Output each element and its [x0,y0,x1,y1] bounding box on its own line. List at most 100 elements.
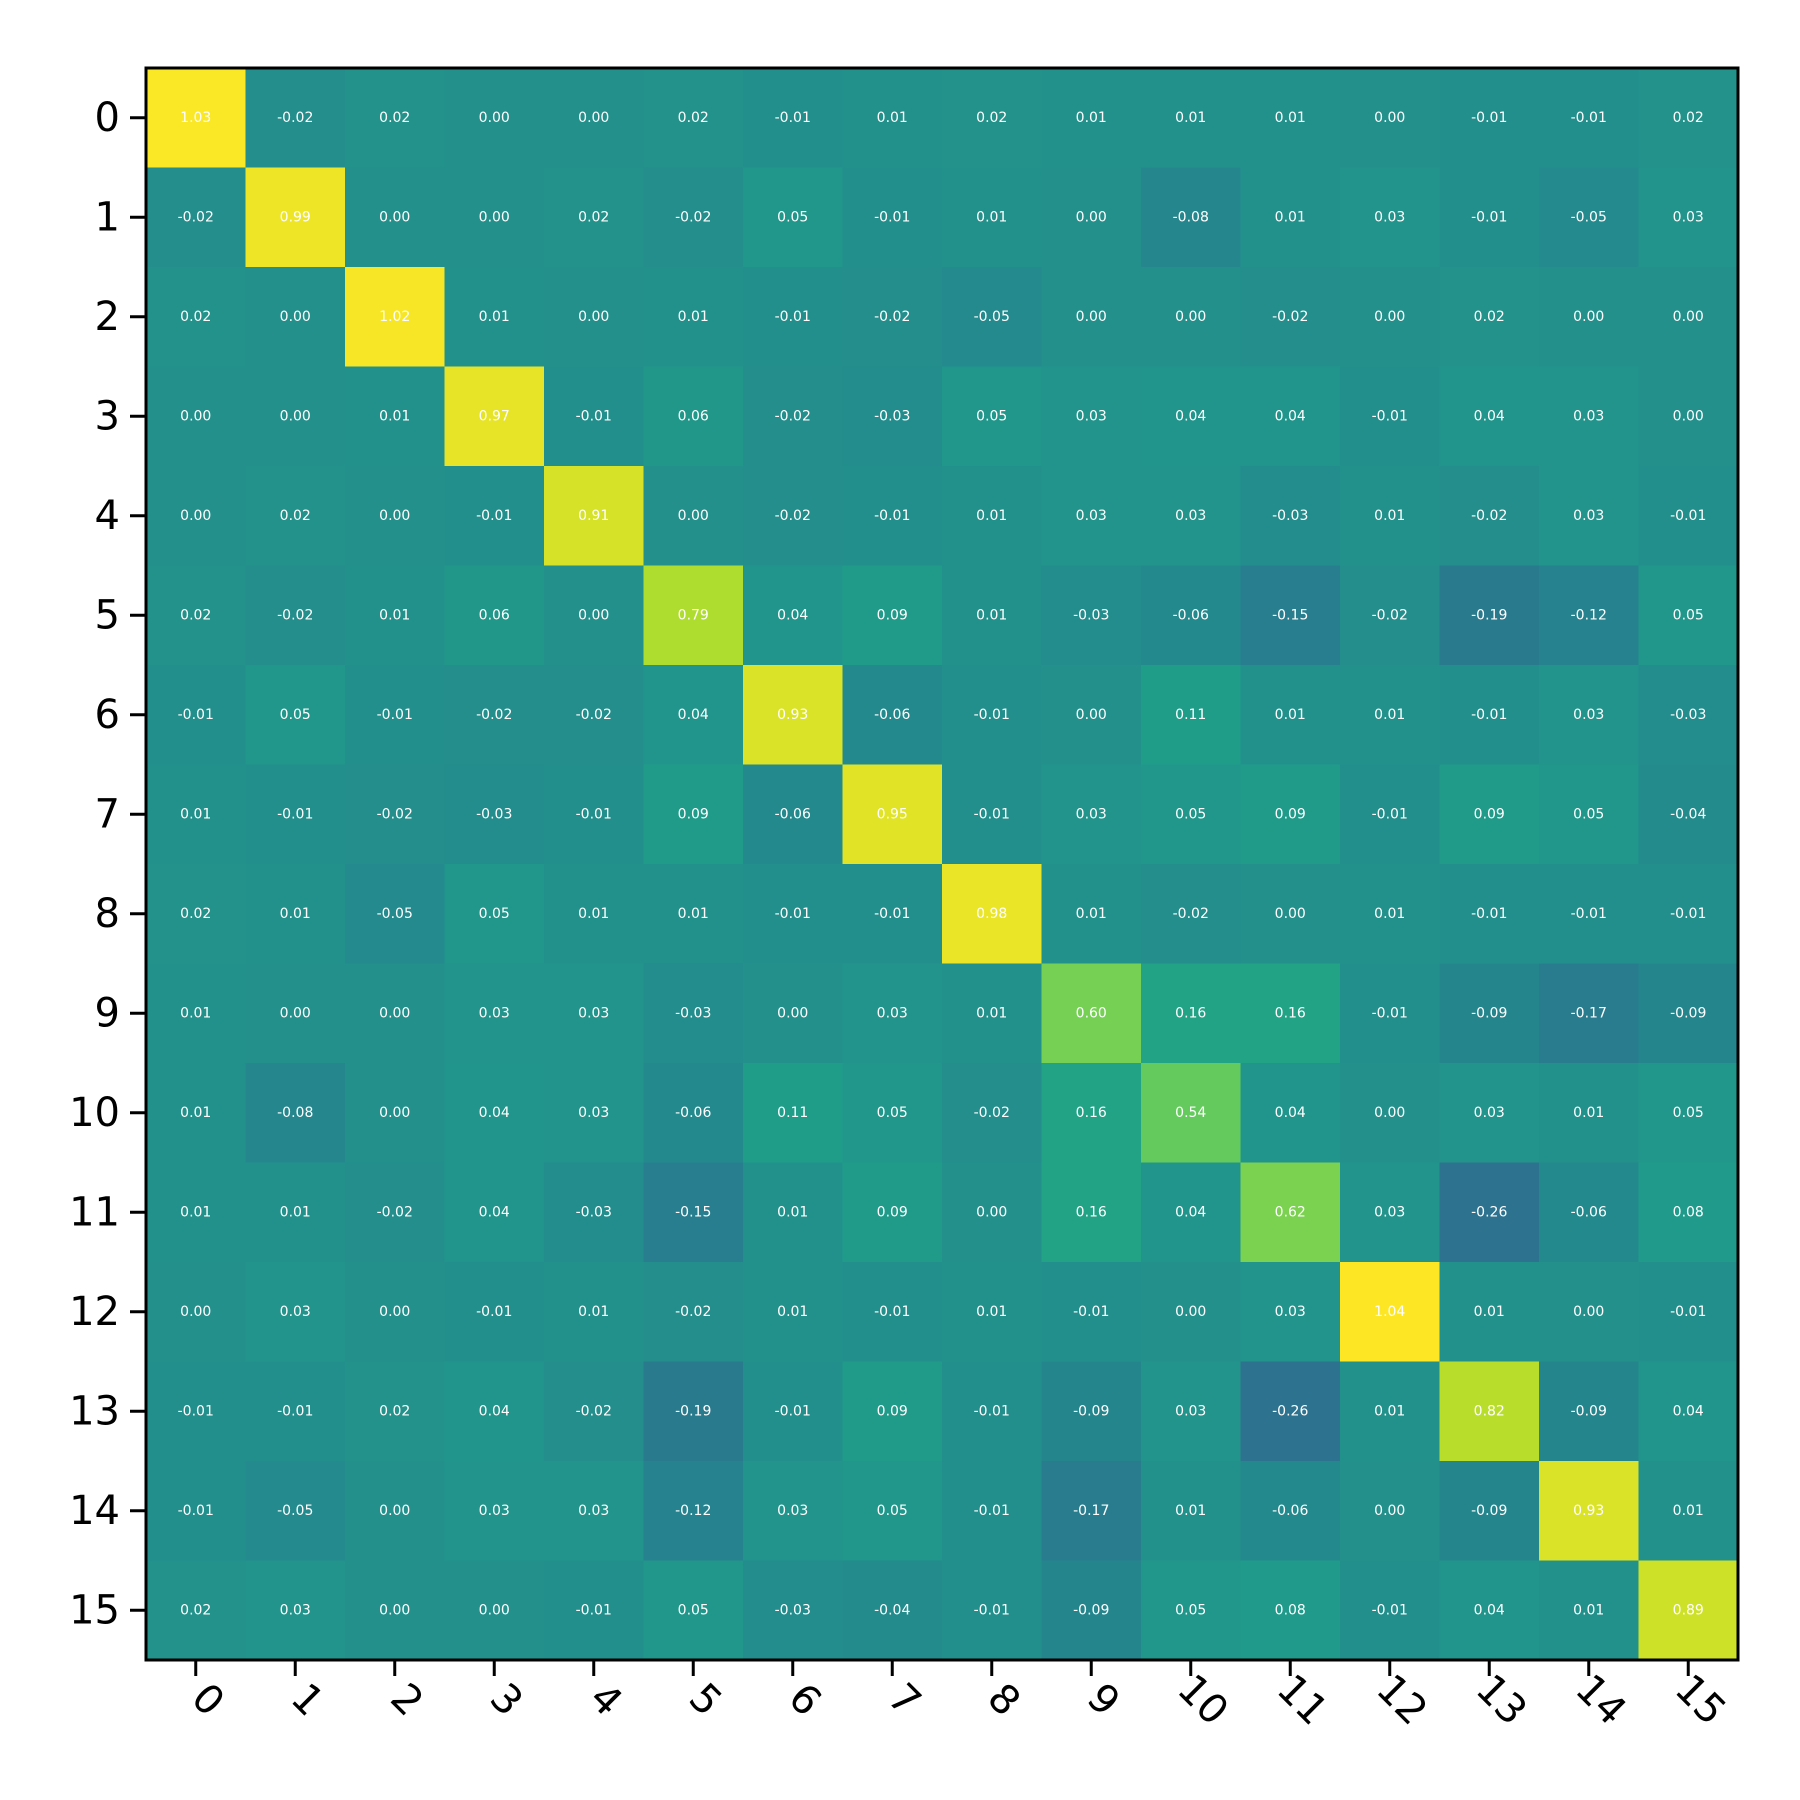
heatmap-cell [245,1262,346,1362]
cell-value-label: -0.02 [974,1105,1010,1121]
heatmap-cell [743,1361,843,1462]
cell-value-label: -0.08 [1173,209,1209,225]
heatmap-cell [444,565,545,666]
cell-value-label: 0.89 [1673,1602,1704,1618]
cell-value-label: -0.09 [1471,1005,1507,1021]
cell-value-label: -0.06 [1173,607,1209,623]
cell-value-label: -0.17 [1571,1005,1607,1021]
heatmap-cell [444,1262,545,1362]
cell-value-label: 0.16 [1175,1005,1206,1021]
heatmap-cell [1539,167,1639,268]
heatmap-cell [1340,1461,1440,1561]
heatmap-cell [1638,1162,1739,1263]
cell-value-label: 0.03 [280,1304,311,1320]
heatmap-cell [1638,466,1739,566]
cell-value-label: 0.08 [1673,1204,1704,1220]
heatmap-cell [643,1063,744,1163]
cell-value-label: 0.00 [1175,1304,1206,1320]
cell-value-label: -0.09 [1073,1403,1109,1419]
cell-value-label: -0.02 [775,508,811,524]
cell-value-label: 0.05 [1573,806,1604,822]
cell-value-label: -0.02 [377,1204,413,1220]
heatmap-cell [1041,1162,1142,1263]
heatmap-cell [1439,1162,1540,1263]
y-tick-label: 5 [95,592,120,638]
cell-value-label: 0.05 [976,408,1007,424]
cell-value-label: 0.00 [1573,309,1604,325]
cell-value-label: 0.00 [479,209,510,225]
cell-value-label: 0.00 [379,508,410,524]
cell-value-label: 0.79 [678,607,709,623]
heatmap-cell [1041,565,1142,666]
heatmap-cell [444,366,545,467]
cell-value-label: -0.03 [1272,508,1308,524]
heatmap-cell [1439,764,1540,865]
cell-value-label: 0.00 [578,607,609,623]
heatmap-cell [1240,1063,1341,1163]
cell-value-label: 0.01 [1076,110,1107,126]
heatmap-cell [146,665,246,765]
cell-value-label: 1.03 [180,110,211,126]
cell-value-label: -0.02 [576,707,612,723]
heatmap-cell [842,1560,943,1661]
cell-value-label: 0.03 [1076,508,1107,524]
cell-value-label: 0.06 [678,408,709,424]
cell-value-label: 1.02 [379,309,410,325]
heatmap-cell [643,1361,744,1462]
heatmap-cell [345,1162,445,1263]
x-tick-label: 3 [481,1675,532,1726]
heatmap-cell [1439,167,1540,268]
cell-value-label: 0.00 [379,1304,410,1320]
heatmap-cell [1141,1063,1241,1163]
heatmap-cell [1041,1461,1142,1561]
heatmap-cell [842,565,943,666]
cell-value-label: -0.09 [1471,1503,1507,1519]
cell-value-label: -0.02 [675,209,711,225]
heatmap-cell [345,665,445,765]
cell-value-label: 0.03 [280,1602,311,1618]
cell-value-label: 0.03 [1573,707,1604,723]
cell-value-label: 0.05 [877,1105,908,1121]
cell-value-label: 0.02 [976,110,1007,126]
cell-value-label: 0.01 [180,1204,211,1220]
cell-value-label: 0.05 [1175,806,1206,822]
heatmap-cell [1539,864,1639,964]
cell-value-label: -0.05 [377,906,413,922]
heatmap-cell [1141,1461,1241,1561]
heatmap-cell [842,366,943,467]
heatmap-cell [1539,1361,1639,1462]
heatmap-cell [444,167,545,268]
cell-value-label: 0.00 [1076,309,1107,325]
cell-value-label: 0.01 [976,1005,1007,1021]
heatmap-cell [146,1361,246,1462]
heatmap-cell [1638,1361,1739,1462]
heatmap-cell [942,366,1042,467]
cell-value-label: 0.95 [877,806,908,822]
cell-value-label: -0.02 [277,607,313,623]
heatmap-cell [345,1361,445,1462]
y-tick-label: 1 [95,194,120,240]
heatmap-cell [1240,1262,1341,1362]
cell-value-label: -0.02 [178,209,214,225]
cell-value-label: 0.02 [180,607,211,623]
cell-value-label: 0.01 [1374,508,1405,524]
cell-value-label: 0.03 [1175,1403,1206,1419]
heatmap-cell [245,366,346,467]
heatmap-cell [444,68,545,168]
heatmap-cell [1041,1361,1142,1462]
cell-value-label: 0.03 [1275,1304,1306,1320]
cell-value-label: 0.03 [578,1105,609,1121]
heatmap-cell [842,963,943,1064]
heatmap-cell [1240,466,1341,566]
cell-value-label: -0.01 [1073,1304,1109,1320]
heatmap-cell [743,565,843,666]
cell-value-label: -0.03 [874,408,910,424]
cell-value-label: 0.97 [479,408,510,424]
heatmap-cell [1240,1560,1341,1661]
cell-value-label: 0.02 [578,209,609,225]
heatmap-cell [444,1063,545,1163]
cell-value-label: -0.03 [1670,707,1706,723]
cell-value-label: 0.03 [578,1503,609,1519]
cell-value-label: 0.04 [1474,408,1505,424]
cell-value-label: 0.00 [379,1105,410,1121]
